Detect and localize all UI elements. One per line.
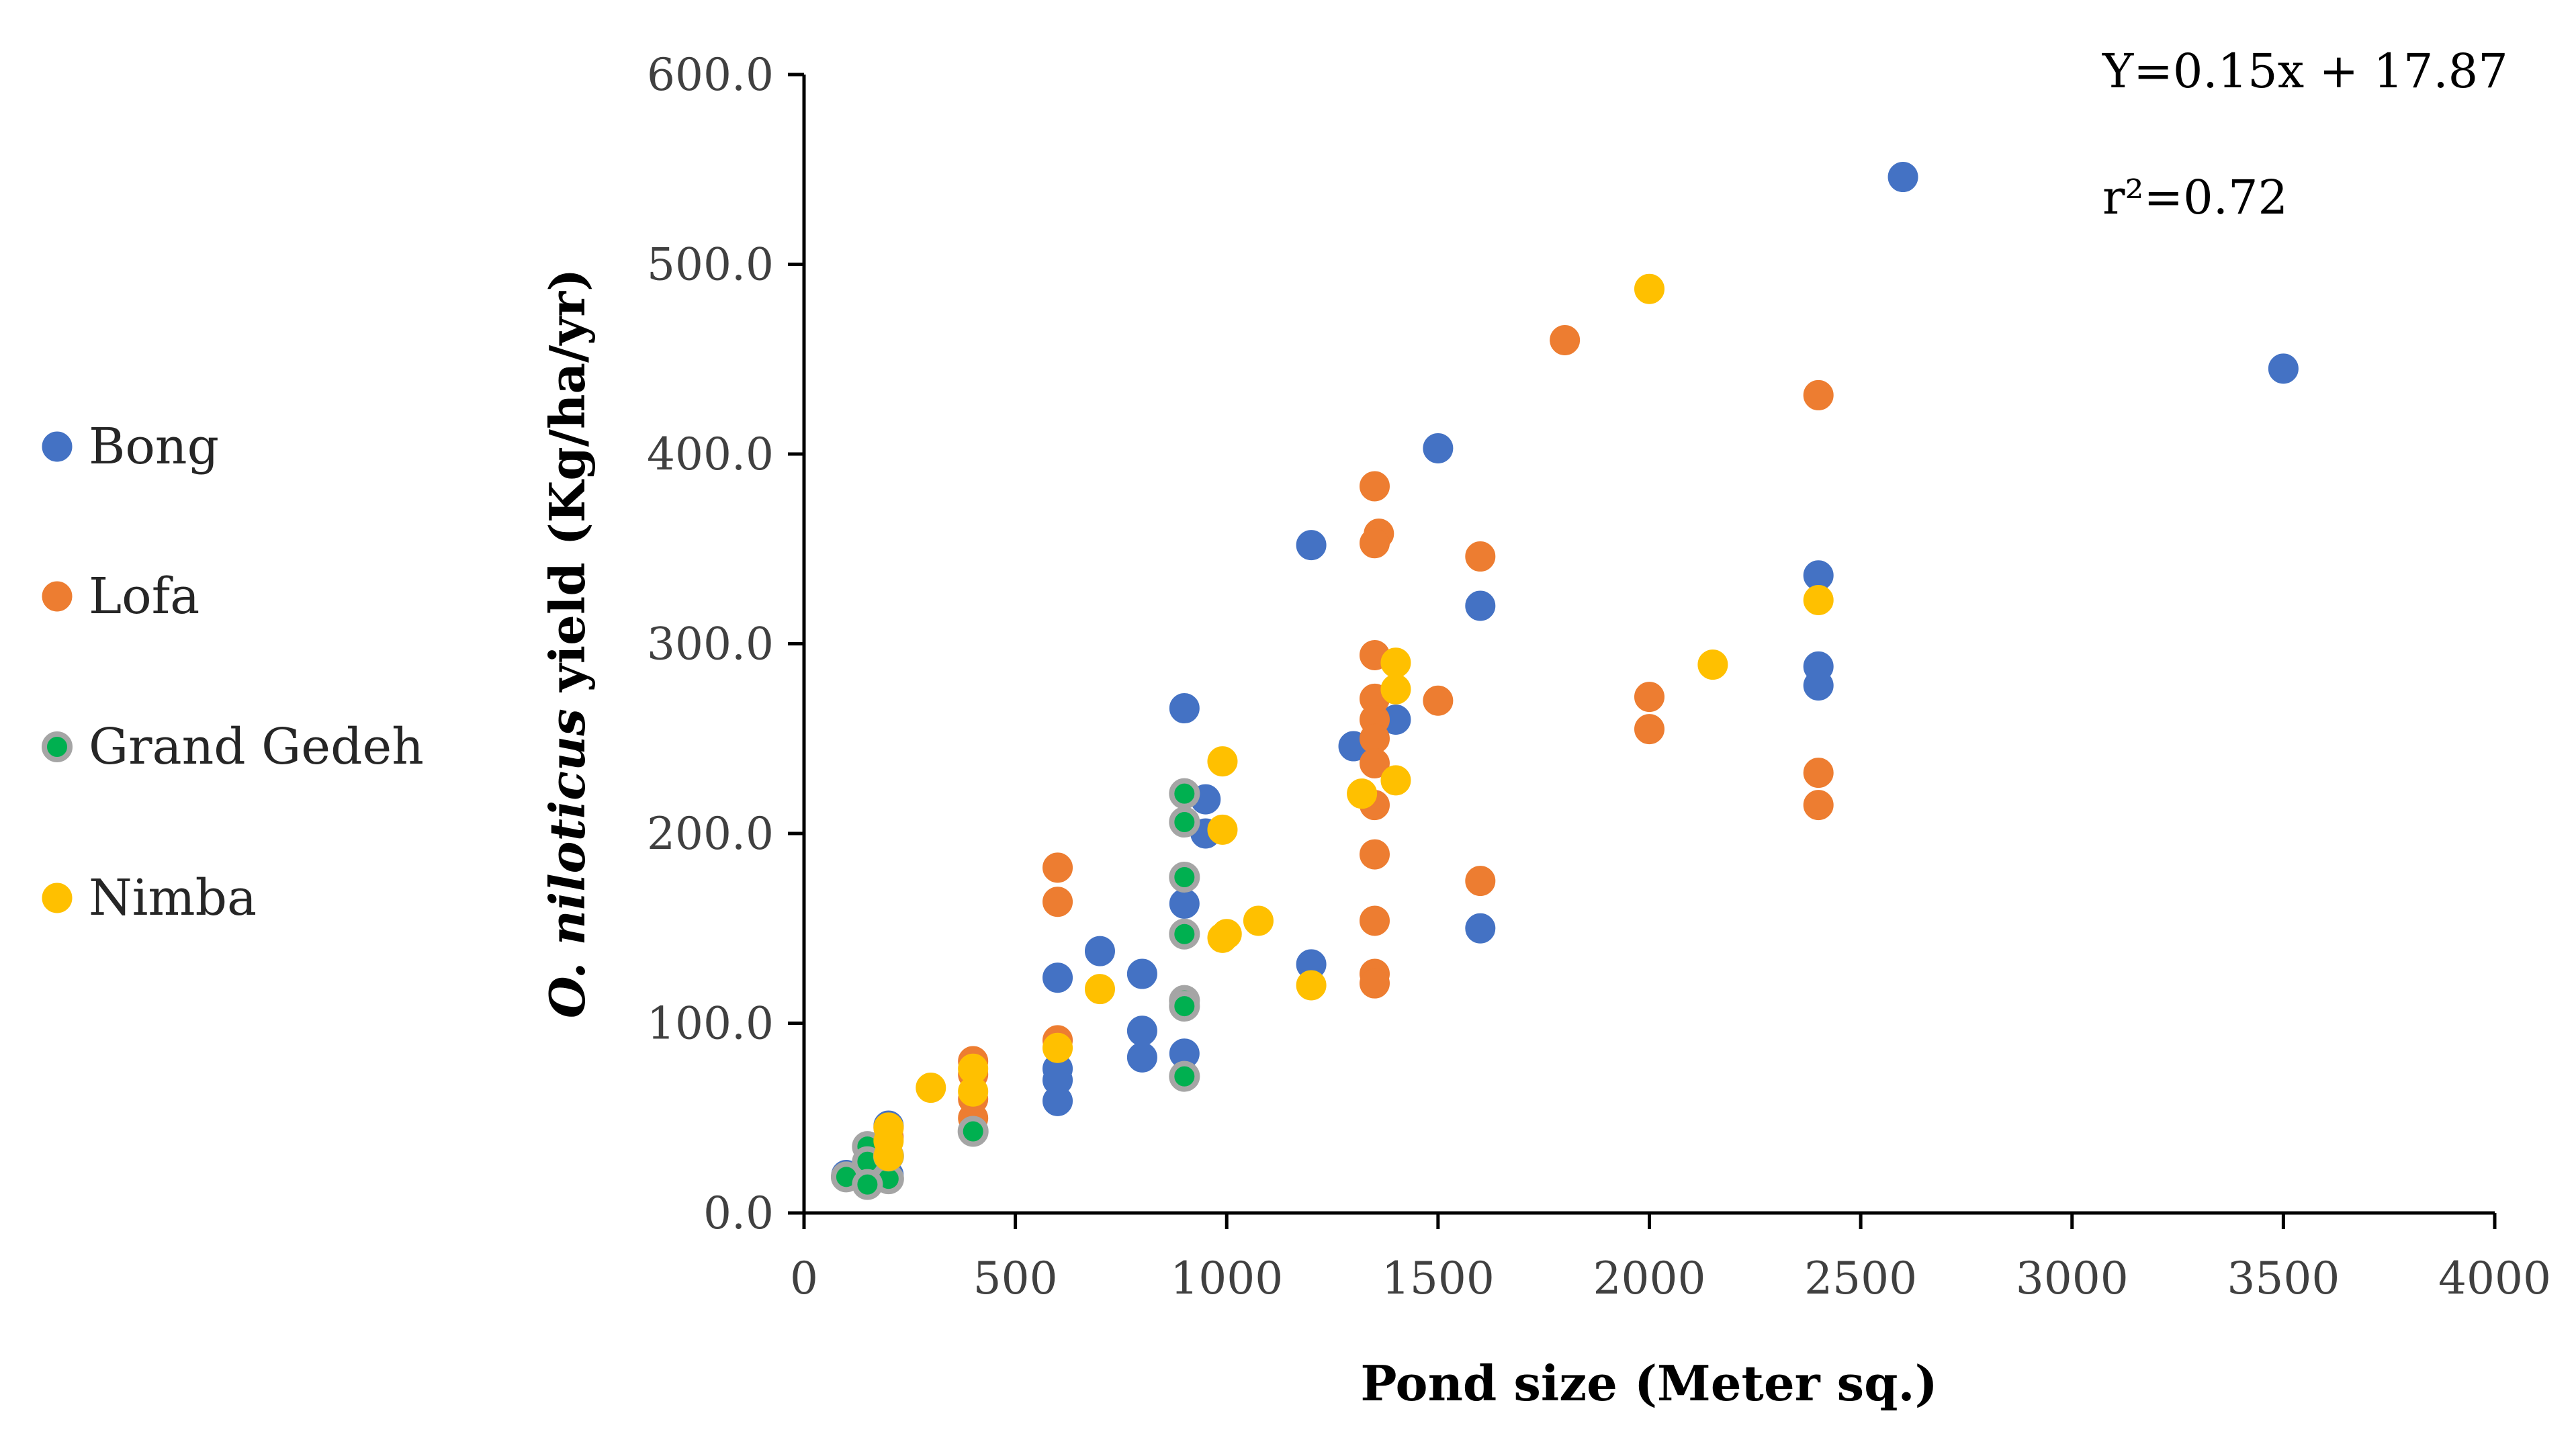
x-tick-label: 3000 (2016, 1253, 2129, 1304)
legend-marker-lofa (42, 581, 73, 612)
point-lofa (1634, 714, 1664, 745)
legend-item-lofa: Lofa (42, 568, 199, 625)
x-tick-label: 0 (790, 1253, 818, 1304)
x-tick-label: 1000 (1170, 1253, 1283, 1304)
point-lofa (1465, 541, 1496, 572)
point-grand-gedeh (957, 1116, 989, 1147)
point-bong (1887, 162, 1918, 193)
point-grand-gedeh (1169, 991, 1200, 1022)
legend-label-grand-gedeh: Grand Gedeh (89, 718, 424, 776)
point-lofa (1803, 790, 1834, 821)
y-tick-label: 100.0 (647, 998, 774, 1050)
y-axis-title-unit: yield (Kg/ha/yr) (539, 269, 596, 709)
point-bong (1042, 962, 1073, 993)
point-bong (1296, 530, 1327, 561)
point-grand-gedeh (1169, 918, 1200, 950)
point-nimba (916, 1073, 946, 1103)
point-bong (1126, 1042, 1157, 1073)
point-bong (1042, 1085, 1073, 1116)
point-lofa (1423, 685, 1454, 716)
point-nimba (1084, 974, 1115, 1005)
point-bong (1126, 958, 1157, 989)
point-bong (1423, 433, 1454, 464)
point-lofa (1634, 682, 1664, 713)
r-squared-value: r²=0.72 (2102, 170, 2288, 225)
point-nimba (1243, 905, 1274, 936)
point-nimba (1803, 585, 1834, 616)
legend-label-bong: Bong (89, 418, 219, 476)
point-bong (1465, 590, 1496, 621)
point-nimba (1380, 647, 1411, 678)
legend: Bong Lofa Grand Gedeh Nimba (42, 418, 424, 927)
x-tick-label: 500 (973, 1253, 1058, 1304)
legend-marker-nimba (42, 883, 73, 913)
x-tick-label: 2000 (1593, 1253, 1706, 1304)
point-grand-gedeh (1169, 1061, 1200, 1092)
point-nimba (1380, 674, 1411, 705)
point-nimba (1207, 746, 1238, 777)
point-bong (1126, 1016, 1157, 1046)
point-nimba (1042, 1032, 1073, 1063)
legend-label-lofa: Lofa (89, 568, 199, 625)
point-grand-gedeh (1169, 778, 1200, 809)
point-bong (1169, 693, 1200, 724)
data-points (830, 162, 2299, 1200)
point-nimba (1697, 649, 1728, 680)
legend-marker-grand-gedeh (42, 731, 73, 762)
point-lofa (1359, 528, 1390, 559)
x-axis-ticks: 0 500 1000 1500 2000 2500 3000 3500 4000 (790, 1213, 2551, 1304)
point-lofa (1042, 852, 1073, 883)
y-tick-label: 300.0 (647, 619, 774, 670)
y-tick-label: 600.0 (647, 49, 774, 101)
x-axis-title: Pond size (Meter sq.) (1360, 1355, 1937, 1412)
x-tick-label: 3500 (2227, 1253, 2340, 1304)
point-bong (1465, 913, 1496, 944)
point-nimba (1207, 922, 1238, 953)
point-lofa (1550, 325, 1581, 355)
point-grand-gedeh (852, 1169, 883, 1200)
y-tick-label: 200.0 (647, 808, 774, 860)
point-lofa (1803, 379, 1834, 410)
point-nimba (1380, 765, 1411, 796)
legend-item-nimba: Nimba (42, 869, 257, 927)
point-lofa (1359, 905, 1390, 936)
point-bong (1084, 936, 1115, 966)
point-bong (1803, 670, 1834, 701)
point-lofa (1465, 866, 1496, 897)
point-bong (1169, 889, 1200, 919)
point-bong (2268, 353, 2299, 384)
point-nimba (1634, 273, 1664, 304)
point-nimba (958, 1076, 989, 1107)
legend-item-grand-gedeh: Grand Gedeh (42, 718, 424, 776)
legend-label-nimba: Nimba (89, 869, 257, 927)
x-tick-label: 2500 (1804, 1253, 1917, 1304)
point-lofa (1803, 758, 1834, 788)
point-lofa (1359, 839, 1390, 870)
point-lofa (1359, 968, 1390, 999)
point-nimba (873, 1140, 904, 1171)
point-nimba (1296, 970, 1327, 1001)
x-tick-label: 4000 (2438, 1253, 2551, 1304)
y-axis-title: O. niloticus yield (Kg/ha/yr) (539, 269, 596, 1018)
x-tick-label: 1500 (1382, 1253, 1495, 1304)
point-lofa (1042, 887, 1073, 917)
point-nimba (1347, 778, 1378, 809)
point-lofa (1359, 748, 1390, 778)
y-tick-label: 400.0 (647, 428, 774, 480)
regression-equation: Y=0.15x + 17.87 (2102, 44, 2508, 99)
legend-marker-bong (42, 431, 73, 462)
point-nimba (1207, 814, 1238, 845)
point-lofa (1359, 471, 1390, 502)
y-axis-ticks: 0.0 100.0 200.0 300.0 400.0 500.0 600.0 (647, 49, 804, 1239)
y-tick-label: 500.0 (647, 239, 774, 291)
point-grand-gedeh (1169, 861, 1200, 893)
point-grand-gedeh (1169, 807, 1200, 838)
legend-item-bong: Bong (42, 418, 219, 476)
y-tick-label: 0.0 (703, 1187, 774, 1239)
y-axis-title-species: O. niloticus (539, 709, 596, 1018)
